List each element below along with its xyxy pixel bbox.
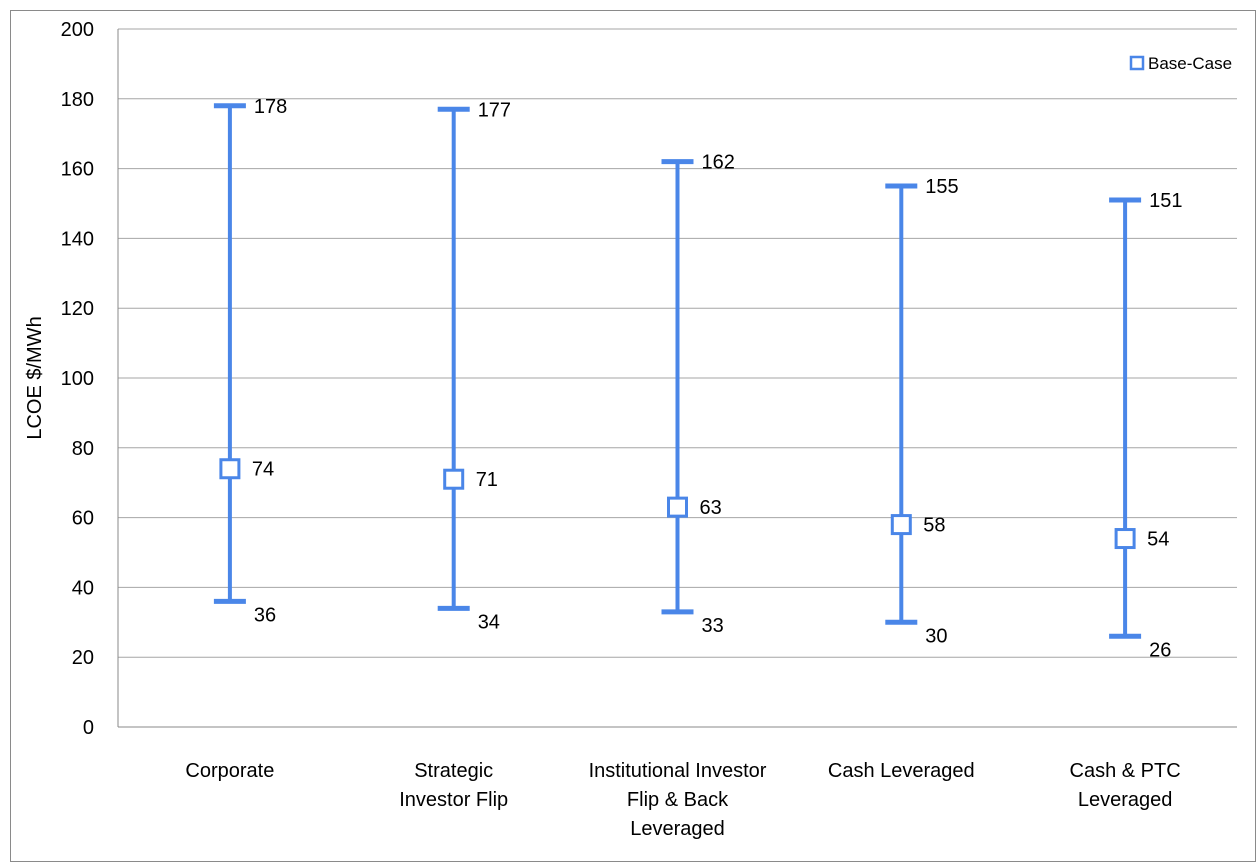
high-label-1: 177 <box>478 99 511 121</box>
y-tick-60: 60 <box>72 508 94 530</box>
y-tick-140: 140 <box>61 228 94 250</box>
category-label-2-0: Institutional Investor <box>589 760 767 782</box>
base-label-1: 71 <box>476 469 498 491</box>
category-label-2-2: Leveraged <box>630 818 725 840</box>
category-label-1-1: Investor Flip <box>399 789 508 811</box>
y-tick-0: 0 <box>83 717 94 739</box>
base-label-4: 54 <box>1147 529 1169 551</box>
category-label-4-1: Leveraged <box>1078 789 1173 811</box>
low-label-4: 26 <box>1149 639 1171 661</box>
base-case-marker-1 <box>443 468 465 490</box>
base-case-marker-2 <box>667 496 688 518</box>
y-tick-160: 160 <box>61 159 94 181</box>
low-label-1: 34 <box>478 611 500 633</box>
category-label-0-0: Corporate <box>185 760 274 782</box>
base-label-3: 58 <box>923 515 945 537</box>
high-label-2: 162 <box>702 152 735 174</box>
legend-marker-base-case <box>1129 55 1145 71</box>
y-tick-80: 80 <box>72 438 94 460</box>
base-case-marker-4 <box>1114 528 1136 550</box>
category-label-2-1: Flip & Back <box>627 789 729 811</box>
category-label-1-0: Strategic <box>414 760 493 782</box>
low-label-0: 36 <box>254 604 276 626</box>
category-labels: Corporate Strategic Investor Flip Instituti… <box>185 760 1180 840</box>
low-label-2: 33 <box>702 615 724 637</box>
legend-label-base-case: Base-Case <box>1148 54 1232 73</box>
y-tick-120: 120 <box>61 298 94 320</box>
category-label-4-0: Cash & PTC <box>1070 760 1181 782</box>
y-tick-40: 40 <box>72 577 94 599</box>
data-marks: 178 74 36 177 71 34 162 63 33 155 58 30 151 54 26 <box>213 96 1182 661</box>
y-tick-200: 200 <box>61 19 94 41</box>
high-label-3: 155 <box>925 176 958 198</box>
y-tick-100: 100 <box>61 368 94 390</box>
high-label-0: 178 <box>254 96 287 118</box>
y-axis-label: LCOE $/MWh <box>24 316 46 439</box>
y-tick-180: 180 <box>61 89 94 111</box>
base-case-marker-0 <box>219 458 241 480</box>
legend: Base-Case <box>1129 54 1232 73</box>
y-tick-20: 20 <box>72 647 94 669</box>
category-label-3-0: Cash Leveraged <box>828 760 975 782</box>
base-label-0: 74 <box>252 459 274 481</box>
high-label-4: 151 <box>1149 190 1182 212</box>
y-tick-labels: 0 20 40 60 80 100 120 140 160 180 200 <box>61 19 94 739</box>
low-label-3: 30 <box>925 625 947 647</box>
base-case-marker-3 <box>890 514 912 536</box>
base-label-2: 63 <box>700 497 722 519</box>
chart-frame <box>10 10 1256 862</box>
